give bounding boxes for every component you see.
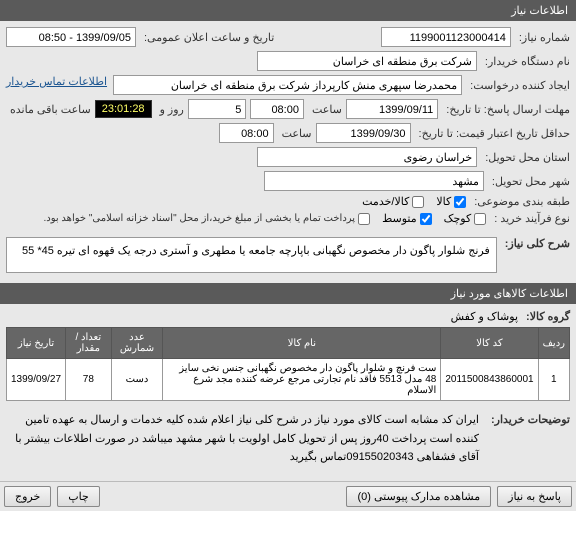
grouping-label: طبقه بندی موضوعی: (470, 195, 570, 208)
public-date-value: 1399/09/05 - 08:50 (6, 27, 136, 47)
exit-button[interactable]: خروج (4, 486, 51, 507)
reply-deadline-label: مهلت ارسال پاسخ: تا تاریخ: (442, 103, 570, 116)
desc-section: شرح کلی نیاز: فرنج شلوار پاگون دار مخصوص… (0, 235, 576, 283)
service-checkbox[interactable] (412, 196, 424, 208)
small-checkbox[interactable] (474, 213, 486, 225)
items-content: گروه کالا: پوشاک و کفش ردیف کد کالا نام … (0, 304, 576, 481)
service-label: کالا/خدمت (362, 195, 409, 208)
note-checkbox[interactable] (358, 213, 370, 225)
city-value: مشهد (264, 171, 484, 191)
cell-count: دست (111, 359, 163, 401)
device-name-label: نام دستگاه خریدار: (481, 55, 570, 68)
hour-label-1: ساعت (308, 103, 342, 116)
col-code: کد کالا (441, 328, 538, 359)
col-date: تاریخ نیاز (7, 328, 66, 359)
items-table: ردیف کد کالا نام کالا عدد شمارش تعداد / … (6, 327, 570, 401)
grouping-options: کالا کالا/خدمت (362, 195, 466, 208)
day-label: روز و (156, 103, 184, 116)
small-label: کوچک (444, 212, 472, 225)
table-row: 1 2011500843860001 ست فرنچ و شلوار پاگون… (7, 359, 570, 401)
medium-checkbox[interactable] (420, 213, 432, 225)
contact-link[interactable]: اطلاعات تماس خریدار (6, 76, 107, 88)
group-value: پوشاک و کفش (451, 310, 518, 323)
col-count: عدد شمارش (111, 328, 163, 359)
col-name: نام کالا (163, 328, 441, 359)
group-label: گروه کالا: (522, 310, 570, 323)
cell-date: 1399/09/27 (7, 359, 66, 401)
goods-checkbox[interactable] (454, 196, 466, 208)
section-header-info: اطلاعات نیاز (0, 0, 576, 21)
section-header-items: اطلاعات کالاهای مورد نیاز (0, 283, 576, 304)
need-no-value: 1199001123000414 (381, 27, 511, 47)
medium-label: متوسط (382, 212, 417, 225)
process-label: نوع فرآیند خرید : (490, 212, 570, 225)
valid-date: 1399/09/30 (316, 123, 411, 143)
cell-name: ست فرنچ و شلوار پاگون دار مخصوص نگهبانی … (163, 359, 441, 401)
device-name-value: شرکت برق منطقه ای خراسان (257, 51, 477, 71)
desc-label: شرح کلی نیاز: (501, 237, 570, 250)
valid-deadline-label: حداقل تاریخ اعتبار قیمت: تا تاریخ: (415, 127, 570, 140)
city-label: شهر محل تحویل: (488, 175, 570, 188)
col-qty: تعداد / مقدار (66, 328, 112, 359)
creator-value: محمدرضا سپهری منش کارپرداز شرکت برق منطق… (113, 75, 462, 95)
process-options: کوچک متوسط پرداخت تمام یا بخشی از مبلغ خ… (43, 212, 486, 225)
cell-row: 1 (538, 359, 569, 401)
buyer-notes-text: ایران کد مشابه است کالای مورد نیاز در شر… (6, 407, 483, 471)
buyer-notes-label: توضیحات خریدار: (487, 407, 570, 426)
reply-date: 1399/09/11 (346, 99, 438, 119)
creator-label: ایجاد کننده درخواست: (466, 79, 570, 92)
goods-label: کالا (436, 195, 451, 208)
cell-code: 2011500843860001 (441, 359, 538, 401)
footer: پاسخ به نیاز مشاهده مدارک پیوستی (0) چاپ… (0, 481, 576, 511)
desc-text: فرنج شلوار پاگون دار مخصوص نگهبانی باپار… (6, 237, 497, 273)
hour-label-2: ساعت (278, 127, 312, 140)
province-value: خراسان رضوی (257, 147, 477, 167)
print-button[interactable]: چاپ (57, 486, 100, 507)
payment-note: پرداخت تمام یا بخشی از مبلغ خرید،از محل … (43, 213, 355, 224)
attachments-button[interactable]: مشاهده مدارک پیوستی (0) (346, 486, 491, 507)
col-row: ردیف (538, 328, 569, 359)
reply-days: 5 (188, 99, 246, 119)
reply-hour: 08:00 (250, 99, 304, 119)
info-content: شماره نیاز: 1199001123000414 تاریخ و ساع… (0, 21, 576, 235)
remain-label: ساعت باقی مانده (6, 103, 91, 116)
need-no-label: شماره نیاز: (515, 31, 570, 44)
province-label: استان محل تحویل: (481, 151, 570, 164)
countdown: 23:01:28 (95, 100, 152, 118)
public-date-label: تاریخ و ساعت اعلان عمومی: (140, 31, 274, 44)
reply-button[interactable]: پاسخ به نیاز (497, 486, 572, 507)
valid-hour: 08:00 (219, 123, 274, 143)
cell-qty: 78 (66, 359, 112, 401)
